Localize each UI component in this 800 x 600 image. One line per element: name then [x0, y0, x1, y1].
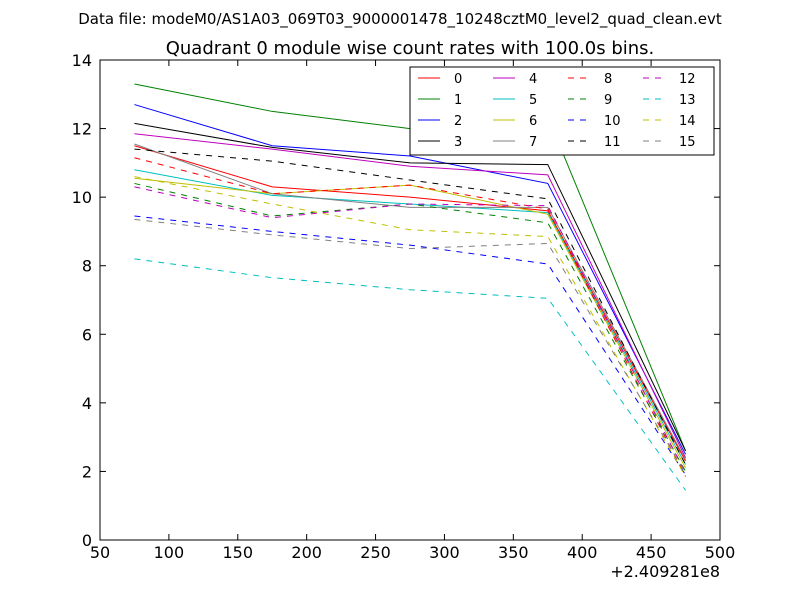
legend-label-3: 3 [454, 135, 462, 150]
y-tick-label: 6 [82, 325, 92, 344]
y-tick-label: 4 [82, 394, 92, 413]
x-tick-label: 50 [90, 543, 110, 562]
series-line-14 [134, 176, 686, 477]
series-line-2 [134, 104, 687, 455]
x-tick-label: 200 [291, 543, 322, 562]
y-tick-label: 0 [82, 531, 92, 550]
x-tick-label: 400 [567, 543, 598, 562]
y-tick-label: 12 [72, 120, 92, 139]
legend-label-0: 0 [454, 72, 462, 87]
series-line-12 [134, 186, 687, 474]
x-tick-label: 250 [360, 543, 391, 562]
series-line-3 [134, 122, 687, 452]
y-tick-label: 2 [82, 462, 92, 481]
x-tick-label: 500 [705, 543, 736, 562]
legend-label-5: 5 [529, 93, 537, 108]
x-tick-label: 100 [154, 543, 185, 562]
x-tick-label: 150 [223, 543, 254, 562]
y-tick-label: 8 [82, 257, 92, 276]
series-line-7 [134, 143, 686, 460]
legend-label-10: 10 [604, 114, 621, 129]
series-line-11 [134, 148, 687, 465]
series-line-8 [134, 157, 687, 477]
legend-box [409, 66, 715, 156]
legend-label-12: 12 [679, 72, 696, 87]
legend-label-8: 8 [604, 72, 612, 87]
x-tick-label: 300 [429, 543, 460, 562]
chart-title: Quadrant 0 module wise count rates with … [166, 38, 655, 59]
series-line-15 [134, 218, 686, 474]
legend-label-6: 6 [529, 114, 537, 129]
series-line-13 [134, 258, 686, 491]
x-tick-label: 350 [498, 543, 529, 562]
legend-label-11: 11 [604, 135, 621, 150]
legend-label-2: 2 [454, 114, 462, 129]
legend-label-9: 9 [604, 93, 612, 108]
plot-frame [99, 59, 721, 541]
chart-suptitle: Data file: modeM0/AS1A03_069T03_90000014… [78, 10, 722, 29]
legend-label-14: 14 [679, 114, 696, 129]
x-tick-label: 450 [636, 543, 667, 562]
legend-label-4: 4 [529, 72, 537, 87]
legend-label-7: 7 [529, 135, 537, 150]
legend-label-13: 13 [679, 93, 696, 108]
x-offset-label: +2.409281e8 [610, 562, 720, 581]
series-line-10 [134, 215, 686, 476]
y-tick-label: 10 [72, 188, 92, 207]
y-tick-label: 14 [72, 51, 92, 70]
legend-label-15: 15 [679, 135, 696, 150]
series-line-4 [134, 133, 687, 458]
legend-label-1: 1 [454, 93, 462, 108]
